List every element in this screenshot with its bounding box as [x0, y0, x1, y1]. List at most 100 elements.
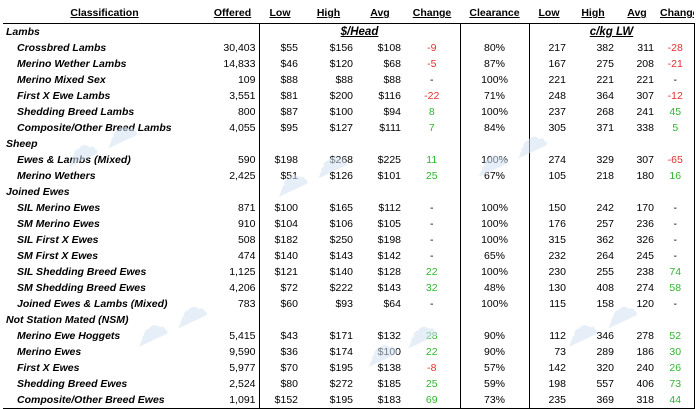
empty-cell — [569, 184, 617, 200]
cell-change: 8 — [428, 106, 435, 118]
empty-cell — [356, 184, 404, 200]
cell-lw-high: 320 — [596, 362, 614, 374]
cell-classification: Merino Mixed Sex — [17, 74, 106, 86]
cell-low: $51 — [258, 168, 301, 184]
cell-classification: Crossbred Lambs — [17, 42, 107, 54]
cell-classification: Ewes & Lambs (Mixed) — [17, 154, 131, 166]
cell-high: $174 — [329, 346, 353, 358]
table-row: Shedding Breed Ewes 2,524 $80 $272 $185 25 59%… — [3, 376, 695, 392]
table-row: Composite/Other Breed Lambs 4,055 $95 $127 $… — [3, 120, 695, 136]
empty-cell — [657, 136, 695, 152]
cell-offered: 9,590 — [206, 344, 260, 360]
cell-high: $88 — [335, 74, 353, 86]
cell-lw-avg: 120 — [636, 298, 654, 310]
cell-change: -5 — [427, 58, 437, 70]
empty-cell — [404, 136, 460, 152]
empty-cell — [356, 312, 404, 328]
cell-low: $80 — [258, 376, 301, 392]
cell-lw-high: 275 — [596, 58, 614, 70]
empty-cell — [459, 184, 530, 200]
header-lw-low: Low — [529, 3, 569, 24]
category-label: Sheep — [6, 138, 38, 150]
cell-lw-low: 274 — [528, 152, 569, 168]
empty-cell — [301, 184, 356, 200]
cell-clearance: 90% — [459, 344, 530, 360]
cell-change: 22 — [425, 346, 438, 358]
cell-change: 25 — [425, 378, 438, 390]
cell-change: 25 — [425, 170, 438, 182]
cell-lw-change: -65 — [657, 152, 695, 168]
empty-cell — [356, 136, 404, 152]
cell-lw-high: 369 — [569, 392, 617, 409]
category-row: Not Station Mated (NSM) — [3, 312, 695, 328]
empty-cell — [206, 136, 260, 152]
cell-clearance: 59% — [459, 376, 530, 392]
cell-avg: $185 — [377, 378, 401, 390]
cell-lw-change: -12 — [657, 88, 695, 104]
cell-lw-low: 115 — [528, 296, 569, 312]
category-label: Joined Ewes — [6, 186, 70, 198]
cell-avg: $198 — [377, 234, 401, 246]
cell-lw-change: - — [657, 296, 695, 312]
cell-offered: 910 — [206, 216, 260, 232]
cell-lw-avg: 186 — [636, 346, 654, 358]
cell-lw-change: 74 — [657, 264, 695, 280]
cell-low: $81 — [258, 88, 301, 104]
cell-classification: Merino Wethers — [17, 170, 96, 182]
cell-low: $87 — [258, 104, 301, 120]
cell-low: $46 — [258, 56, 301, 72]
cell-lw-high: 242 — [596, 202, 614, 214]
cell-high: $165 — [329, 202, 353, 214]
cell-lw-change: 45 — [657, 104, 695, 120]
cell-offered: 2,425 — [206, 168, 260, 184]
cell-lw-avg: 278 — [636, 330, 654, 342]
empty-cell — [301, 312, 356, 328]
cell-lw-low: 221 — [528, 72, 569, 88]
cell-offered: 109 — [206, 72, 260, 88]
cell-lw-low: 130 — [528, 280, 569, 296]
cell-lw-avg: 238 — [636, 266, 654, 278]
cell-lw-low: 232 — [528, 248, 569, 264]
cell-lw-high: 218 — [596, 170, 614, 182]
cell-high: $126 — [329, 170, 353, 182]
table-header: Classification Offered Low High Avg Chan… — [3, 3, 694, 24]
cell-avg: $105 — [377, 218, 401, 230]
header-change: Change — [404, 3, 460, 24]
table-row: Ewes & Lambs (Mixed) 590 $198 $268 $225 11 100… — [3, 152, 695, 168]
cell-lw-high: 264 — [596, 250, 614, 262]
cell-clearance: 71% — [459, 88, 530, 104]
cell-high: $200 — [329, 90, 353, 102]
cell-high: $268 — [329, 154, 353, 166]
header-avg: Avg — [356, 3, 404, 24]
cell-lw-avg: 274 — [636, 282, 654, 294]
cell-high: $100 — [329, 106, 353, 118]
category-row: Joined Ewes — [3, 184, 695, 200]
cell-lw-change: -28 — [657, 40, 695, 56]
cell-offered: 3,551 — [206, 88, 260, 104]
sales-table: Classification Offered Low High Avg Chan… — [3, 3, 695, 409]
empty-cell — [569, 136, 617, 152]
cell-low: $88 — [258, 72, 301, 88]
cell-classification: First X Ewe Lambs — [17, 90, 111, 102]
cell-avg: $101 — [377, 170, 401, 182]
cell-lw-high: 371 — [596, 122, 614, 134]
cell-lw-high: 362 — [596, 234, 614, 246]
cell-lw-avg: 307 — [636, 90, 654, 102]
cell-lw-avg: 236 — [636, 218, 654, 230]
cell-avg: $132 — [377, 330, 401, 342]
table-row: SM Merino Ewes 910 $104 $106 $105 - 100% 176 257… — [3, 216, 695, 232]
cell-lw-change: - — [657, 248, 695, 264]
table-row: Merino Mixed Sex 109 $88 $88 $88-100% 221 221 2… — [3, 72, 695, 88]
header-classification: Classification — [3, 3, 206, 24]
cell-lw-avg: 406 — [636, 378, 654, 390]
cell-lw-high: 329 — [596, 154, 614, 166]
cell-high: $250 — [329, 234, 353, 246]
cell-clearance: 100% — [459, 72, 530, 88]
cell-avg: $111 — [379, 122, 401, 134]
cell-low: $140 — [258, 248, 301, 264]
cell-classification: SIL First X Ewes — [17, 234, 99, 246]
cell-lw-high: 158 — [596, 298, 614, 310]
cell-classification: Composite/Other Breed Ewes — [3, 392, 206, 409]
header-lw-change: Change — [657, 3, 694, 24]
header-offered: Offered — [206, 3, 259, 24]
